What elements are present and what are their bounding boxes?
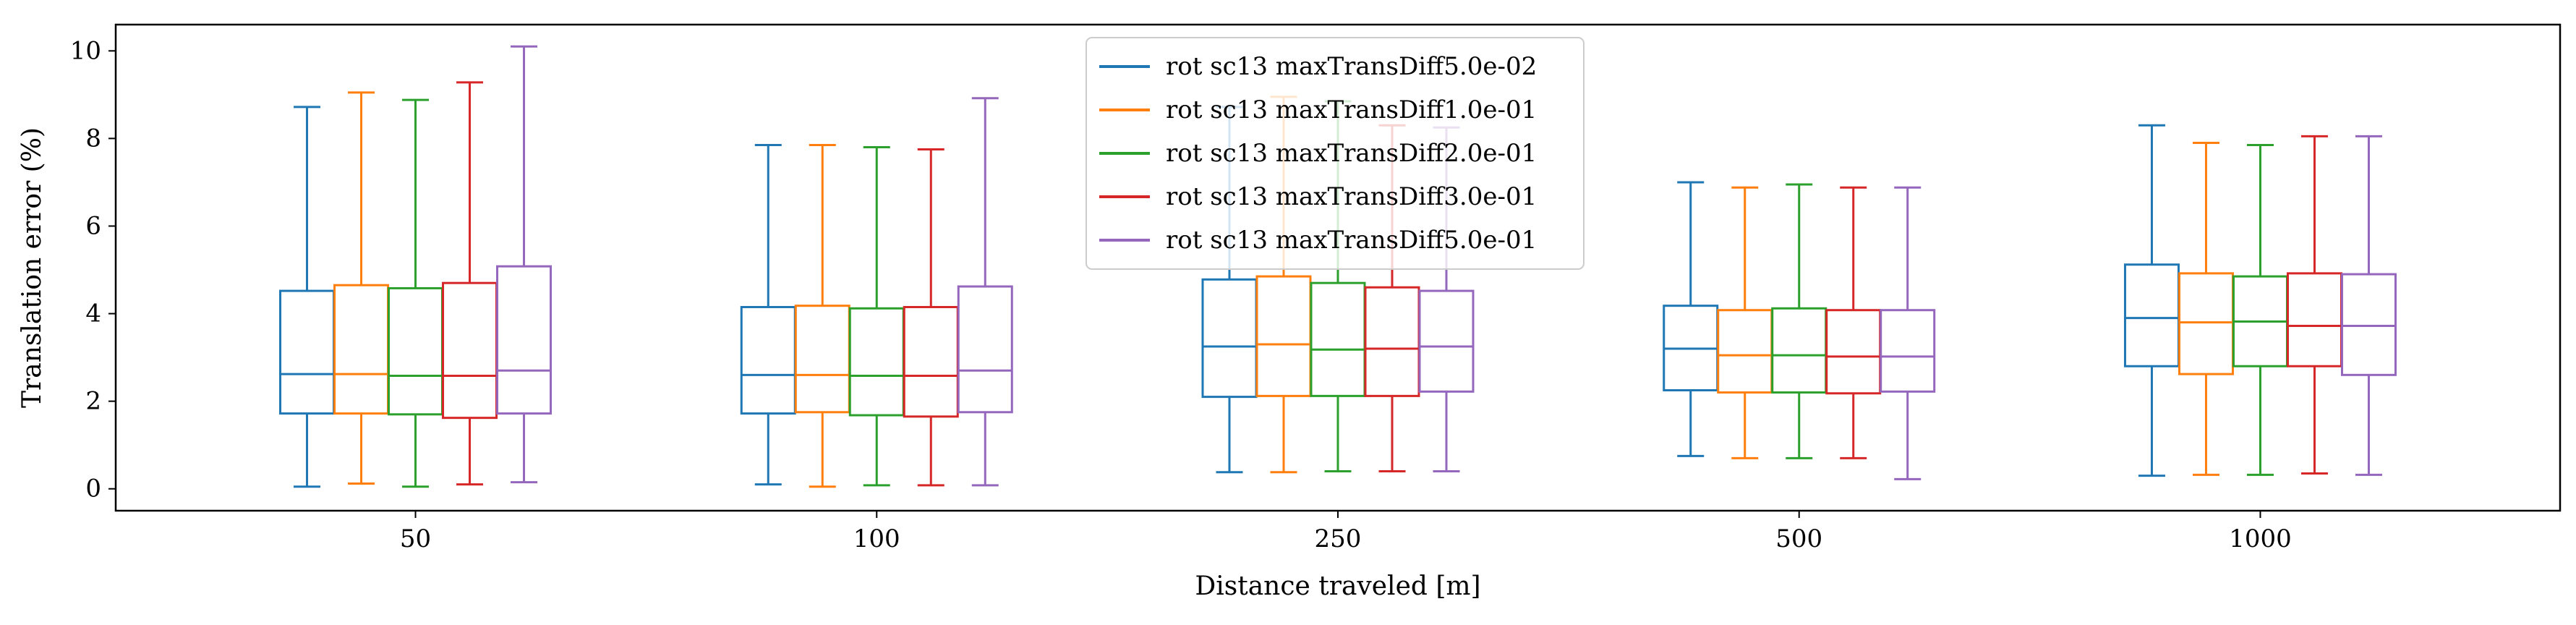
- y-axis: 0 2 4 6 8 10: [70, 36, 116, 503]
- box-4-3: [1880, 186, 1936, 480]
- legend-label: rot sc13 maxTransDiff3.0e-01: [1166, 182, 1537, 211]
- box-iqr: [794, 305, 850, 414]
- box-0-3: [1663, 181, 1719, 457]
- box-0-1: [740, 143, 796, 486]
- legend-label: rot sc13 maxTransDiff5.0e-02: [1166, 52, 1537, 81]
- box-3-0: [442, 81, 498, 486]
- box-2-4: [2232, 143, 2288, 476]
- box-iqr: [2286, 272, 2342, 367]
- box-2-3: [1771, 183, 1827, 459]
- box-3-1: [903, 148, 959, 487]
- box-iqr: [1418, 289, 1475, 393]
- box-0-0: [279, 106, 336, 488]
- x-tick-label: 100: [853, 524, 900, 553]
- legend-label: rot sc13 maxTransDiff2.0e-01: [1166, 139, 1537, 168]
- box-iqr: [2178, 272, 2234, 375]
- box-iqr: [279, 289, 336, 415]
- box-iqr: [1255, 275, 1312, 397]
- y-tick-label: 0: [85, 475, 101, 503]
- y-tick-label: 10: [70, 36, 101, 65]
- box-0-4: [2123, 124, 2180, 477]
- box-iqr: [1880, 309, 1936, 393]
- y-tick-label: 2: [85, 387, 101, 416]
- legend: rot sc13 maxTransDiff5.0e-02 rot sc13 max…: [1086, 37, 1585, 270]
- y-axis-label: Translation error (%): [17, 127, 47, 408]
- y-tick-label: 8: [85, 124, 101, 153]
- box-1-1: [794, 143, 850, 488]
- box-iqr: [903, 305, 959, 418]
- box-3-3: [1825, 186, 1882, 459]
- y-tick-label: 4: [85, 299, 101, 328]
- box-4-1: [957, 97, 1013, 487]
- box-iqr: [333, 284, 390, 415]
- legend-label: rot sc13 maxTransDiff5.0e-01: [1166, 226, 1537, 255]
- y-tick-label: 6: [85, 211, 101, 240]
- box-iqr: [1771, 307, 1827, 394]
- box-iqr: [2340, 273, 2397, 376]
- box-iqr: [496, 265, 553, 415]
- x-axis: 50 100 250 500 1000: [400, 511, 2292, 553]
- box-2-0: [388, 98, 444, 488]
- box-iqr: [740, 305, 796, 415]
- box-4-4: [2340, 135, 2397, 476]
- x-tick-label: 250: [1315, 524, 1362, 553]
- legend-label: rot sc13 maxTransDiff1.0e-01: [1166, 95, 1537, 124]
- box-iqr: [2123, 263, 2180, 367]
- box-iqr: [1201, 278, 1258, 399]
- x-tick-label: 500: [1775, 524, 1822, 553]
- box-iqr: [388, 286, 444, 416]
- box-iqr: [1717, 309, 1773, 394]
- box-1-4: [2178, 141, 2234, 476]
- box-1-0: [333, 91, 390, 485]
- legend-box: [1086, 37, 1585, 270]
- box-iqr: [1825, 309, 1882, 395]
- box-4-0: [496, 45, 553, 484]
- box-iqr: [848, 307, 905, 417]
- box-iqr: [1310, 281, 1366, 397]
- x-axis-label: Distance traveled [m]: [1195, 571, 1480, 601]
- box-iqr: [1364, 286, 1420, 397]
- box-2-1: [848, 146, 905, 487]
- box-1-3: [1717, 186, 1773, 459]
- x-tick-label: 1000: [2229, 524, 2292, 553]
- x-tick-label: 50: [400, 524, 431, 553]
- box-3-4: [2286, 135, 2342, 475]
- box-iqr: [442, 281, 498, 420]
- box-iqr: [957, 285, 1013, 414]
